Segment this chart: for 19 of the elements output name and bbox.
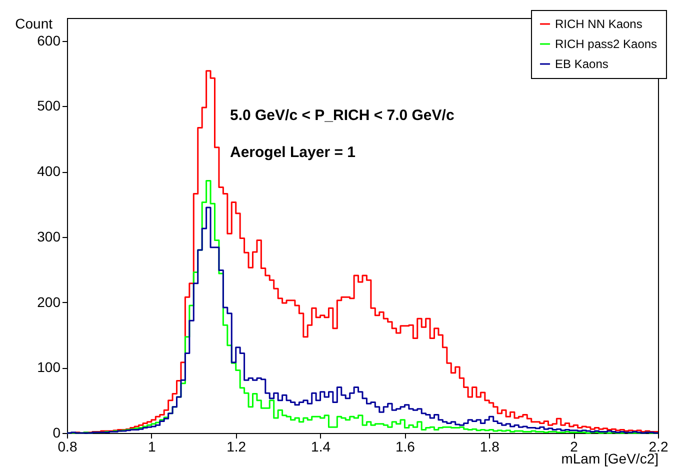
legend-label: RICH pass2 Kaons — [555, 37, 658, 51]
x-tick-label: 1.4 — [311, 438, 331, 454]
y-tick-label: 100 — [37, 359, 61, 376]
legend-label: EB Kaons — [555, 57, 608, 71]
annotation: Aerogel Layer = 1 — [230, 144, 356, 161]
x-tick-label: 1.8 — [480, 438, 500, 454]
x-tick-label: 1.6 — [395, 438, 416, 454]
y-tick-label: 500 — [37, 98, 61, 114]
y-tick-label: 300 — [37, 228, 61, 244]
x-tick-label: 1 — [148, 438, 156, 454]
y-tick-label: 0 — [52, 424, 61, 440]
y-tick-label: 400 — [37, 163, 61, 180]
x-tick-label: 0.8 — [58, 438, 78, 454]
legend-label: RICH NN Kaons — [555, 17, 642, 31]
y-axis-title: Count — [15, 16, 53, 32]
x-tick-label: 1.2 — [226, 438, 246, 454]
annotation: 5.0 GeV/c < P_RICH < 7.0 GeV/c — [230, 107, 454, 124]
y-tick-label: 600 — [37, 32, 61, 48]
y-tick-label: 200 — [37, 294, 61, 310]
